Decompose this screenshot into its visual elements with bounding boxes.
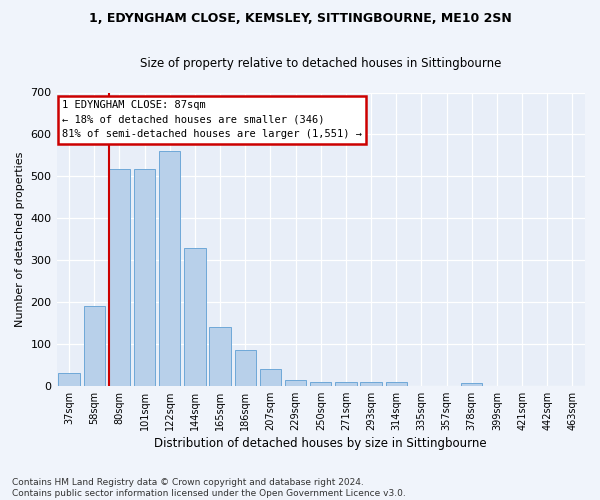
Bar bbox=[310, 382, 331, 386]
Bar bbox=[134, 169, 155, 386]
Bar bbox=[335, 382, 356, 386]
Bar bbox=[285, 380, 307, 386]
Text: Contains HM Land Registry data © Crown copyright and database right 2024.
Contai: Contains HM Land Registry data © Crown c… bbox=[12, 478, 406, 498]
Bar bbox=[361, 382, 382, 386]
Bar bbox=[184, 248, 206, 386]
Bar bbox=[386, 382, 407, 386]
Bar bbox=[159, 151, 181, 386]
Y-axis label: Number of detached properties: Number of detached properties bbox=[15, 152, 25, 327]
Bar bbox=[109, 169, 130, 386]
Title: Size of property relative to detached houses in Sittingbourne: Size of property relative to detached ho… bbox=[140, 58, 502, 70]
Text: 1, EDYNGHAM CLOSE, KEMSLEY, SITTINGBOURNE, ME10 2SN: 1, EDYNGHAM CLOSE, KEMSLEY, SITTINGBOURN… bbox=[89, 12, 511, 26]
Bar bbox=[58, 373, 80, 386]
Text: 1 EDYNGHAM CLOSE: 87sqm
← 18% of detached houses are smaller (346)
81% of semi-d: 1 EDYNGHAM CLOSE: 87sqm ← 18% of detache… bbox=[62, 100, 362, 140]
Bar bbox=[235, 350, 256, 386]
Bar bbox=[83, 306, 105, 386]
Bar bbox=[461, 383, 482, 386]
Bar bbox=[260, 369, 281, 386]
X-axis label: Distribution of detached houses by size in Sittingbourne: Distribution of detached houses by size … bbox=[154, 437, 487, 450]
Bar bbox=[209, 327, 231, 386]
